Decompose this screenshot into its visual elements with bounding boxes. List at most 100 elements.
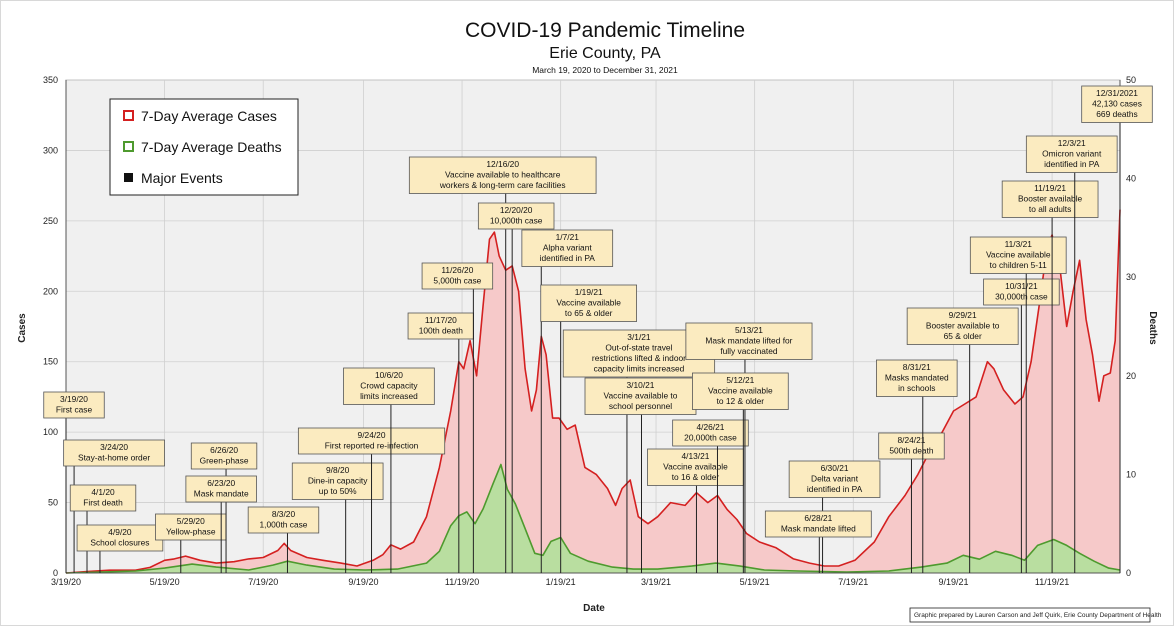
event-label: Mask mandate lifted: [781, 524, 856, 534]
event-box: [906, 307, 1019, 345]
credit-box: [909, 607, 1151, 623]
event-label: 42,130 cases: [1092, 99, 1142, 109]
event-label: 5/13/21: [735, 325, 763, 335]
x-tick-label: 11/19/21: [1035, 577, 1069, 587]
legend-box: [109, 98, 299, 196]
chart-subtitle: Erie County, PA: [549, 45, 661, 62]
event-label: 11/19/21: [1034, 183, 1066, 193]
event-label: Mask mandate: [194, 489, 249, 499]
legend-label-deaths: 7-Day Average Deaths: [141, 139, 282, 155]
event-box: [43, 391, 105, 419]
event-label: Vaccine available: [708, 386, 773, 396]
event-label: Out-of-state travel: [605, 343, 672, 353]
x-tick-label: 7/19/20: [248, 577, 278, 587]
event-box: [540, 284, 637, 322]
event-label: 8/31/21: [903, 362, 931, 372]
event-box: [876, 359, 958, 397]
event-label: First death: [83, 498, 123, 508]
event-box: [692, 372, 789, 410]
event-label: limits increased: [360, 391, 418, 401]
event-label: First case: [56, 405, 93, 415]
legend-marker-deaths: [123, 141, 134, 152]
event-label: 8/24/21: [897, 435, 925, 445]
event-label: 11/26/20: [441, 265, 473, 275]
event-label: identified in PA: [807, 484, 863, 494]
deaths-series-line: [65, 463, 1121, 574]
event-label: 4/26/21: [696, 422, 724, 432]
event-label: 6/26/20: [210, 445, 238, 455]
event-box: [672, 419, 749, 447]
event-box: [185, 475, 257, 503]
event-label: Alpha variant: [543, 243, 593, 253]
event-label: to children 5-11: [990, 260, 1047, 270]
y-left-tick-label: 50: [48, 498, 58, 508]
event-box: [1081, 85, 1153, 123]
event-box: [408, 156, 597, 194]
legend: 7-Day Average Cases 7-Day Average Deaths…: [109, 98, 299, 196]
event-box: [190, 442, 258, 470]
event-box: [343, 367, 435, 405]
event-label: Masks mandated: [885, 373, 949, 383]
y-left-tick-label: 0: [53, 568, 58, 578]
y-left-tick-label: 200: [43, 286, 58, 296]
legend-label-cases: 7-Day Average Cases: [141, 108, 277, 124]
event-label: up to 50%: [319, 486, 357, 496]
event-label: Delta variant: [811, 474, 859, 484]
event-label: 10/6/20: [375, 370, 403, 380]
y-right-tick-label: 20: [1126, 371, 1136, 381]
event-label: 9/29/21: [949, 310, 977, 320]
event-box: [878, 432, 945, 460]
event-label: Vaccine available to healthcare: [445, 170, 561, 180]
event-box: [76, 524, 164, 552]
x-tick-label: 3/19/21: [641, 577, 671, 587]
event-label: Booster available: [1018, 194, 1083, 204]
y-right-tick-label: 30: [1126, 272, 1136, 282]
event-box: [764, 510, 872, 538]
x-tick-label: 5/19/20: [150, 577, 180, 587]
event-box: [647, 448, 744, 486]
y-axis-right-label: Deaths: [1147, 311, 1158, 345]
event-box: [477, 202, 555, 230]
event-label: 1/19/21: [575, 287, 603, 297]
event-box: [247, 506, 320, 534]
x-axis-label: Date: [583, 603, 605, 614]
x-tick-label: 9/19/20: [348, 577, 378, 587]
event-box: [983, 278, 1060, 306]
event-label: capacity limits increased: [594, 364, 685, 374]
event-label: to 65 & older: [565, 308, 613, 318]
event-label: Vaccine available: [986, 250, 1051, 260]
event-label: 6/30/21: [821, 463, 849, 473]
legend-marker-events: [124, 173, 133, 182]
event-label: 10/31/21: [1005, 281, 1038, 291]
event-label: in schools: [898, 383, 935, 393]
event-label: 5/12/21: [726, 375, 754, 385]
event-box: [297, 427, 446, 455]
event-label: to 12 & older: [717, 396, 765, 406]
event-label: Crowd capacity: [360, 381, 418, 391]
chart-date-range: March 19, 2020 to December 31, 2021: [532, 65, 678, 75]
event-label: 11/17/20: [425, 315, 457, 325]
event-label: 4/1/20: [91, 487, 115, 497]
event-label: School closures: [90, 538, 149, 548]
event-box: [291, 462, 384, 500]
event-label: Mask mandate lifted for: [705, 336, 792, 346]
event-label: 669 deaths: [1096, 109, 1137, 119]
event-label: Booster available to: [926, 321, 1000, 331]
event-label: fully vaccinated: [720, 346, 778, 356]
event-label: 9/8/20: [326, 465, 350, 475]
event-label: Green-phase: [200, 456, 249, 466]
event-label: Yellow-phase: [166, 527, 216, 537]
deaths-series-area: [66, 464, 1120, 573]
event-label: 11/3/21: [1005, 239, 1033, 249]
cases-series-line: [65, 209, 1121, 574]
event-box: [521, 229, 614, 267]
y-right-tick-label: 50: [1126, 75, 1136, 85]
event-label: 30,000th case: [995, 292, 1048, 302]
event-box: [407, 312, 475, 340]
event-label: 3/1/21: [627, 332, 651, 342]
y-left-tick-label: 100: [43, 427, 58, 437]
y-left-tick-label: 150: [43, 357, 58, 367]
y-right-tick-label: 0: [1126, 568, 1131, 578]
